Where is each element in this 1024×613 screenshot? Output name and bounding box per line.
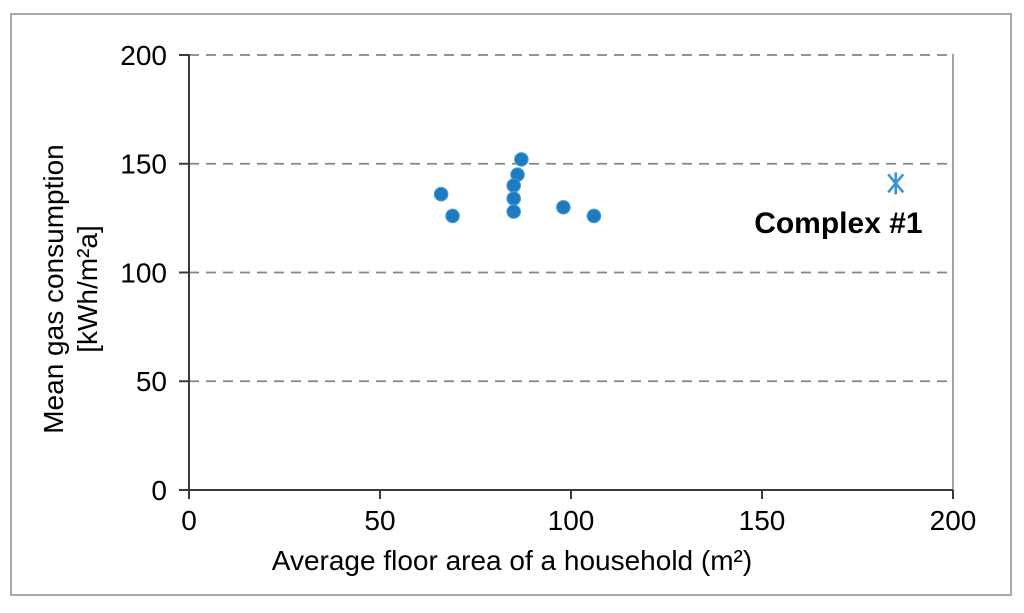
x-tick-label-50: 50 — [364, 505, 395, 536]
annotation-label-0: Complex #1 — [754, 207, 922, 240]
x-tick-label-200: 200 — [930, 505, 977, 536]
y-axis-title-line2: [kWh/m²a] — [72, 225, 103, 353]
data-point-building-stock — [506, 191, 522, 206]
y-axis-title: Mean gas consumption [kWh/m²a] — [37, 39, 107, 539]
y-tick-label-100: 100 — [120, 257, 167, 288]
data-point-building-stock — [506, 178, 522, 193]
x-axis-title: Average floor area of a household (m²) — [271, 545, 753, 576]
x-tick-label-150: 150 — [739, 505, 786, 536]
y-tick-label-0: 0 — [151, 475, 167, 506]
asterisk-marker-complex-1 — [887, 172, 905, 195]
y-tick-label-50: 50 — [136, 366, 167, 397]
y-tick-label-200: 200 — [120, 40, 167, 71]
data-point-building-stock — [506, 204, 522, 219]
data-point-building-stock — [586, 208, 602, 224]
data-point-building-stock — [556, 199, 571, 215]
x-tick-label-0: 0 — [181, 505, 197, 536]
x-tick-label-100: 100 — [548, 505, 595, 536]
y-tick-label-150: 150 — [120, 149, 167, 180]
figure-border — [10, 13, 1012, 596]
data-point-building-stock — [433, 186, 449, 202]
data-point-building-stock — [445, 208, 460, 224]
data-point-building-stock — [514, 152, 529, 167]
y-axis-title-line1: Mean gas consumption — [38, 144, 69, 434]
